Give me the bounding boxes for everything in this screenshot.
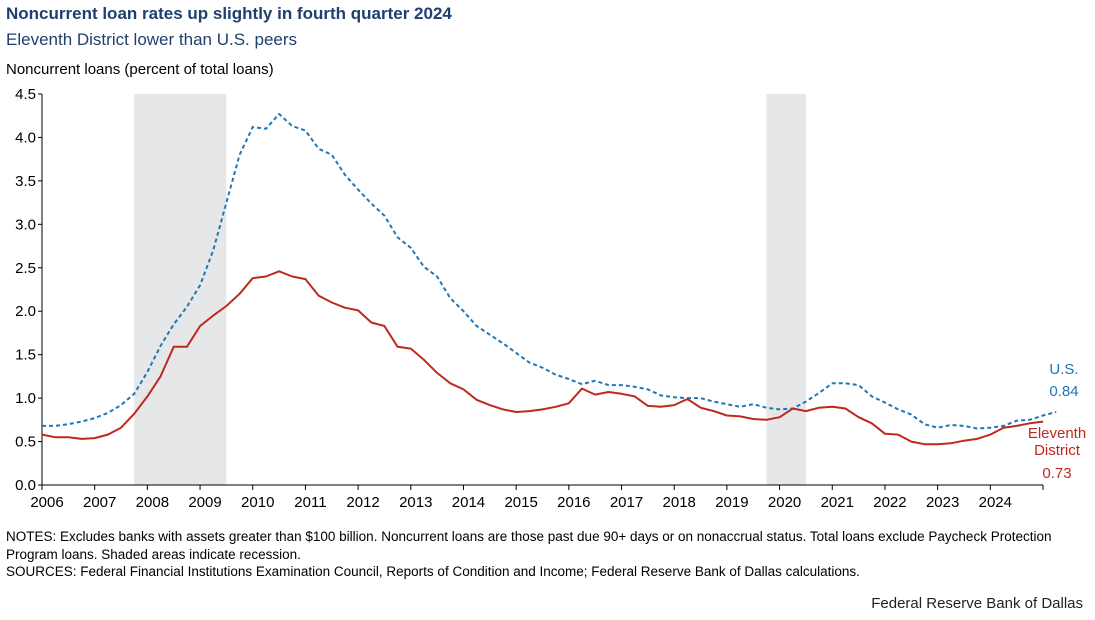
x-tick-label: 2024 [979, 494, 1012, 511]
y-tick-label: 4.0 [15, 129, 36, 146]
chart-title: Noncurrent loan rates up slightly in fou… [6, 4, 452, 23]
y-tick-label: 1.5 [15, 347, 36, 364]
district-end-value-label: 0.73 [1042, 465, 1071, 482]
y-tick-label: 0.0 [15, 477, 36, 494]
series-line-us [42, 113, 1057, 430]
x-tick-label: 2008 [136, 494, 169, 511]
x-tick-label: 2019 [715, 494, 748, 511]
x-tick-label: 2020 [768, 494, 801, 511]
chart-canvas: 0.0 0.5 1.0 1.5 2.0 2.5 3.0 3.5 4.0 4.5 2006 2007 20… [15, 86, 1086, 511]
y-tick-label: 0.5 [15, 434, 36, 451]
y-tick-label: 1.0 [15, 390, 36, 407]
x-tick-label: 2007 [83, 494, 116, 511]
us-end-value-label: 0.84 [1049, 383, 1078, 400]
axes: 0.0 0.5 1.0 1.5 2.0 2.5 3.0 3.5 4.0 4.5 2006 2007 20… [15, 86, 1044, 511]
notes-text: NOTES: Excludes banks with assets greate… [6, 529, 1052, 562]
x-tick-label: 2023 [926, 494, 959, 511]
y-tick-label: 3.0 [15, 216, 36, 233]
x-tick-label: 2017 [610, 494, 643, 511]
y-tick-label: 3.5 [15, 173, 36, 190]
x-tick-label: 2013 [399, 494, 432, 511]
x-tick-label: 2010 [241, 494, 274, 511]
x-tick-label: 2022 [873, 494, 906, 511]
y-axis-label: Noncurrent loans (percent of total loans… [6, 61, 274, 78]
us-series-label: U.S. [1049, 361, 1078, 378]
x-tick-label: 2018 [663, 494, 696, 511]
y-tick-label: 2.5 [15, 260, 36, 277]
x-tick-label: 2021 [821, 494, 854, 511]
series-lines [41, 113, 1057, 446]
series-line-district [41, 270, 1044, 446]
x-tick-label: 2009 [188, 494, 221, 511]
sources-text: SOURCES: Federal Financial Institutions … [6, 564, 860, 579]
x-tick-label: 2016 [557, 494, 590, 511]
source-organization: Federal Reserve Bank of Dallas [871, 595, 1083, 612]
x-tick-label: 2011 [294, 494, 326, 511]
x-tick-label: 2012 [346, 494, 379, 511]
y-tick-label: 4.5 [15, 86, 36, 103]
y-tick-label: 2.0 [15, 303, 36, 320]
recession-band-1 [134, 94, 227, 485]
chart-subtitle: Eleventh District lower than U.S. peers [6, 30, 298, 49]
x-tick-label: 2006 [30, 494, 63, 511]
x-tick-label: 2014 [452, 494, 485, 511]
chart-notes: NOTES: Excludes banks with assets greate… [6, 528, 1066, 581]
district-series-label-line: Eleventh [1028, 425, 1086, 442]
district-series-label-line: District [1034, 442, 1081, 459]
x-tick-label: 2015 [504, 494, 537, 511]
recession-shading [134, 94, 806, 485]
recession-band-2 [766, 94, 806, 485]
